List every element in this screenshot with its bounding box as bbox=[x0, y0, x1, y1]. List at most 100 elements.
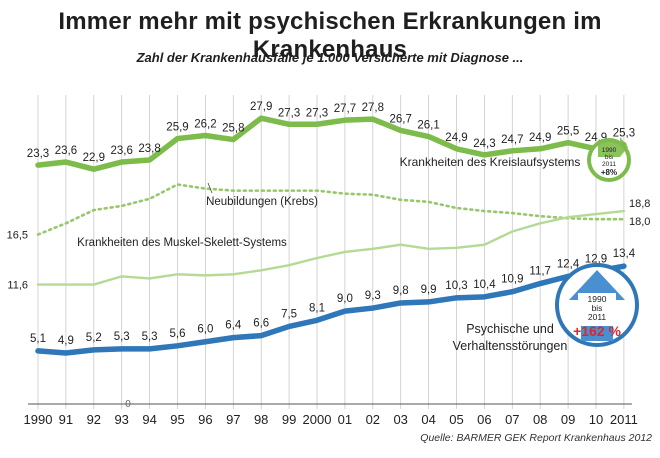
data-label-psychisch: 13,4 bbox=[613, 248, 636, 260]
x-tick-label: 99 bbox=[282, 412, 296, 427]
data-label-kreislauf: 26,1 bbox=[417, 120, 439, 132]
data-point-kreislauf bbox=[371, 117, 375, 121]
data-point-kreislauf bbox=[36, 163, 40, 167]
data-label-psychisch: 5,2 bbox=[86, 332, 102, 344]
badge-psychisch-text: 1990 bbox=[588, 294, 607, 304]
x-tick-label: 95 bbox=[170, 412, 184, 427]
x-tick-label: 96 bbox=[198, 412, 212, 427]
data-point-kreislauf bbox=[538, 147, 542, 151]
data-label-kreislauf: 27,3 bbox=[278, 107, 300, 119]
data-point-psychisch bbox=[315, 318, 319, 322]
data-point-kreislauf bbox=[203, 133, 207, 138]
series-label-leader bbox=[207, 182, 213, 194]
data-point-psychisch bbox=[538, 281, 542, 286]
data-label-kreislauf: 27,3 bbox=[306, 107, 328, 119]
data-label-kreislauf: 24,9 bbox=[445, 132, 467, 144]
data-point-psychisch bbox=[120, 347, 124, 351]
data-label-psychisch: 12,9 bbox=[585, 253, 607, 265]
data-point-psychisch bbox=[399, 301, 403, 305]
x-tick-label: 1990 bbox=[24, 412, 53, 427]
data-label-kreislauf: 25,8 bbox=[222, 123, 244, 135]
x-tick-label: 01 bbox=[338, 412, 352, 427]
chart-subtitle: Zahl der Krankenhausfälle je 1.000 Versi… bbox=[136, 50, 524, 65]
x-tick-label: 91 bbox=[59, 412, 73, 427]
x-tick-label: 09 bbox=[561, 412, 575, 427]
data-label-psychisch: 9,9 bbox=[421, 284, 437, 296]
data-point-psychisch bbox=[148, 347, 152, 351]
x-tick-label: 07 bbox=[505, 412, 519, 427]
data-label-kreislauf: 27,9 bbox=[250, 101, 272, 113]
data-label-kreislauf: 25,9 bbox=[166, 122, 188, 134]
data-label-kreislauf: 25,3 bbox=[613, 128, 635, 140]
data-point-kreislauf bbox=[175, 136, 180, 141]
x-tick-label: 92 bbox=[87, 412, 101, 427]
data-label-kreislauf: 23,3 bbox=[27, 148, 49, 160]
series-label-psychisch-line2: Verhaltensstörungen bbox=[453, 339, 568, 353]
data-point-kreislauf bbox=[287, 122, 291, 126]
x-tick-label: 10 bbox=[589, 412, 603, 427]
badge-psychisch-panel bbox=[578, 293, 616, 326]
series-line-psychisch bbox=[35, 263, 627, 356]
data-label-kreislauf: 26,2 bbox=[194, 118, 216, 130]
series-label-muskel: Krankheiten des Muskel-Skelett-Systems bbox=[77, 237, 287, 249]
data-label-neubildungen-end: 18,0 bbox=[629, 216, 650, 228]
data-label-kreislauf: 26,7 bbox=[390, 113, 412, 125]
data-label-psychisch: 8,1 bbox=[309, 302, 325, 314]
data-point-psychisch bbox=[454, 296, 459, 300]
series-label-kreislauf: Krankheiten des Kreislaufsystems bbox=[400, 155, 581, 169]
data-label-kreislauf: 27,7 bbox=[334, 103, 356, 115]
badge-kreislauf-text: 2011 bbox=[602, 161, 616, 168]
data-point-kreislauf bbox=[427, 134, 431, 139]
data-point-kreislauf bbox=[231, 137, 235, 142]
badge-psychisch-text: 2011 bbox=[588, 312, 607, 322]
data-label-psychisch: 5,3 bbox=[142, 331, 158, 343]
data-label-psychisch: 6,0 bbox=[197, 324, 213, 336]
data-label-kreislauf: 23,6 bbox=[55, 145, 77, 157]
data-label-psychisch: 9,0 bbox=[337, 293, 353, 305]
source-note: Quelle: BARMER GEK Report Krankenhaus 20… bbox=[420, 432, 652, 444]
data-label-kreislauf: 25,5 bbox=[557, 126, 579, 138]
data-point-kreislauf bbox=[259, 116, 263, 120]
badge-psychisch-change: +162 % bbox=[573, 323, 621, 339]
data-label-psychisch: 6,6 bbox=[253, 318, 269, 330]
x-tick-label: 93 bbox=[114, 412, 128, 427]
data-label-kreislauf: 24,7 bbox=[501, 134, 523, 146]
data-point-kreislauf bbox=[92, 167, 96, 171]
data-label-kreislauf: 27,8 bbox=[362, 102, 384, 114]
data-label-psychisch: 9,8 bbox=[393, 285, 409, 297]
x-tick-label: 98 bbox=[254, 412, 268, 427]
data-point-psychisch bbox=[175, 344, 180, 348]
data-label-neubildungen-start: 16,5 bbox=[7, 230, 28, 242]
data-label-kreislauf: 24,3 bbox=[473, 138, 495, 150]
data-point-psychisch bbox=[231, 336, 235, 340]
data-point-psychisch bbox=[343, 309, 347, 313]
x-tick-label: 08 bbox=[533, 412, 547, 427]
series-line-muskel bbox=[36, 209, 626, 286]
data-point-kreislauf bbox=[566, 141, 570, 145]
data-label-psychisch: 12,4 bbox=[557, 258, 580, 270]
data-label-psychisch: 10,9 bbox=[501, 274, 523, 286]
x-tick-label: 05 bbox=[449, 412, 463, 427]
series-label-neubildungen: Neubildungen (Krebs) bbox=[206, 196, 318, 208]
data-label-psychisch: 9,3 bbox=[365, 290, 381, 302]
data-point-psychisch bbox=[371, 306, 375, 310]
data-point-kreislauf bbox=[510, 149, 514, 153]
data-label-muskel-start: 11,6 bbox=[7, 280, 28, 292]
data-label-muskel-end: 18,8 bbox=[629, 198, 650, 210]
badge-psychisch-text: bis bbox=[592, 303, 603, 313]
x-tick-label: 2011 bbox=[610, 412, 638, 427]
x-tick-label: 2000 bbox=[303, 412, 332, 427]
series-line-neubildungen bbox=[36, 183, 626, 236]
data-point-psychisch bbox=[427, 300, 431, 304]
data-label-kreislauf: 23,8 bbox=[138, 143, 160, 155]
data-label-psychisch: 6,4 bbox=[225, 320, 242, 332]
data-point-psychisch bbox=[203, 340, 207, 344]
series-line-kreislauf bbox=[35, 115, 627, 172]
data-point-kreislauf bbox=[399, 128, 403, 132]
data-label-psychisch: 5,3 bbox=[114, 331, 130, 343]
x-tick-label: 94 bbox=[142, 412, 156, 427]
badge-kreislauf-text: 1990 bbox=[602, 147, 617, 154]
data-point-kreislauf bbox=[454, 147, 459, 151]
x-tick-label: 03 bbox=[393, 412, 407, 427]
